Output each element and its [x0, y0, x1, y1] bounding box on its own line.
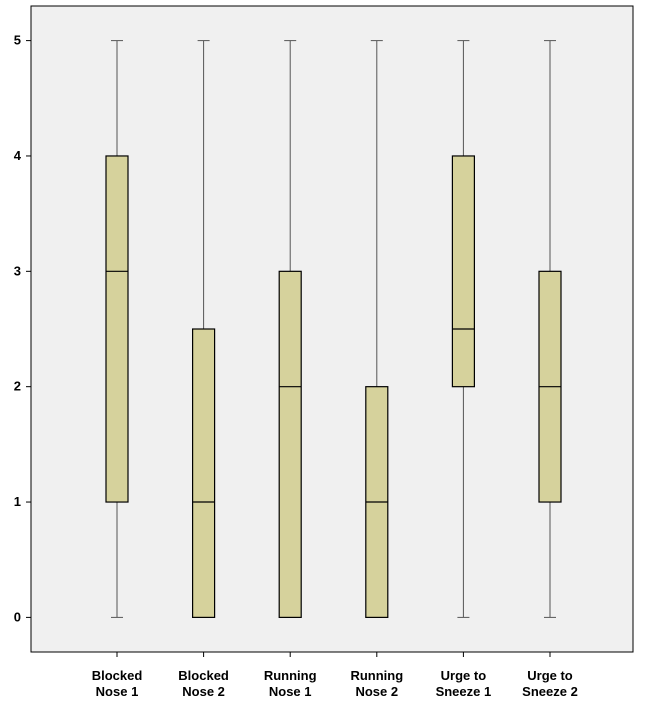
y-axis: 0 1 2 3 4 5: [14, 33, 31, 624]
y-tick-label: 4: [14, 148, 22, 163]
iqr-box: [105, 155, 129, 503]
iqr-box: [451, 155, 475, 388]
y-tick-label: 1: [14, 494, 21, 509]
x-tick-label: Running Nose 1: [264, 668, 317, 699]
x-tick-label-line2: Sneeze 2: [522, 684, 578, 699]
x-tick-label-line2: Sneeze 1: [436, 684, 492, 699]
box-3: [278, 40, 302, 618]
x-tick-label-line1: Running: [264, 668, 317, 683]
iqr-box: [278, 270, 302, 618]
box-2: [192, 40, 216, 618]
x-tick-label-line2: Nose 2: [355, 684, 398, 699]
x-tick-label-line2: Nose 2: [182, 684, 225, 699]
x-tick-label-line1: Blocked: [178, 668, 229, 683]
box-series: [105, 40, 562, 618]
box-6: [538, 40, 562, 618]
x-tick-label-line2: Nose 1: [269, 684, 312, 699]
box-4: [365, 40, 389, 618]
x-tick-label-line1: Blocked: [92, 668, 143, 683]
x-tick-label: Blocked Nose 2: [178, 668, 229, 699]
x-tick-label: Running Nose 2: [350, 668, 403, 699]
x-tick-label-line1: Running: [350, 668, 403, 683]
iqr-box: [192, 328, 216, 618]
plot-area: [30, 5, 634, 653]
x-tick-label-line1: Urge to: [527, 668, 573, 683]
x-tick-label-line2: Nose 1: [96, 684, 139, 699]
box-5: [451, 40, 475, 618]
y-tick-label: 5: [14, 33, 21, 48]
box-1: [105, 40, 129, 618]
x-tick-label: Urge to Sneeze 1: [436, 668, 492, 699]
x-tick-label-line1: Urge to: [441, 668, 487, 683]
y-tick-label: 3: [14, 263, 21, 278]
x-tick-label: Blocked Nose 1: [92, 668, 143, 699]
y-tick-label: 0: [14, 609, 21, 624]
y-tick-label: 2: [14, 379, 21, 394]
x-tick-label: Urge to Sneeze 2: [522, 668, 578, 699]
